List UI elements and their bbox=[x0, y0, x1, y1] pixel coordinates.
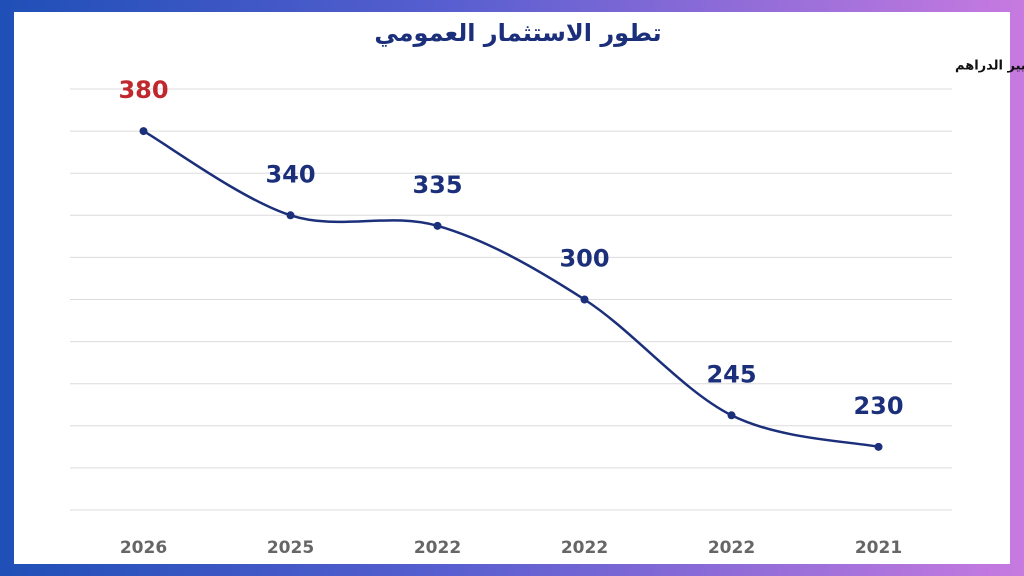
value-label: 230 bbox=[853, 392, 903, 420]
panel bbox=[14, 12, 1010, 564]
value-label: 245 bbox=[706, 360, 756, 388]
value-label: 380 bbox=[118, 76, 168, 104]
x-tick-label: 2022 bbox=[414, 538, 461, 558]
x-tick-label: 2026 bbox=[120, 538, 167, 558]
point bbox=[433, 221, 442, 230]
unit-label: بملايير الدراهم bbox=[955, 59, 1024, 74]
value-label: 335 bbox=[412, 171, 462, 199]
line bbox=[142, 130, 879, 449]
point bbox=[139, 127, 148, 136]
x-tick-label: 2022 bbox=[561, 538, 608, 558]
point bbox=[580, 295, 589, 304]
point bbox=[727, 411, 736, 420]
x-tick-label: 2021 bbox=[855, 538, 902, 558]
value-label: 300 bbox=[559, 245, 609, 273]
point bbox=[874, 442, 883, 451]
chart-title: تطور الاستثمار العمومي bbox=[374, 19, 661, 47]
x-tick-label: 2025 bbox=[267, 538, 314, 558]
point bbox=[286, 211, 295, 220]
x-tick-label: 2022 bbox=[708, 538, 755, 558]
value-label: 340 bbox=[265, 160, 315, 188]
